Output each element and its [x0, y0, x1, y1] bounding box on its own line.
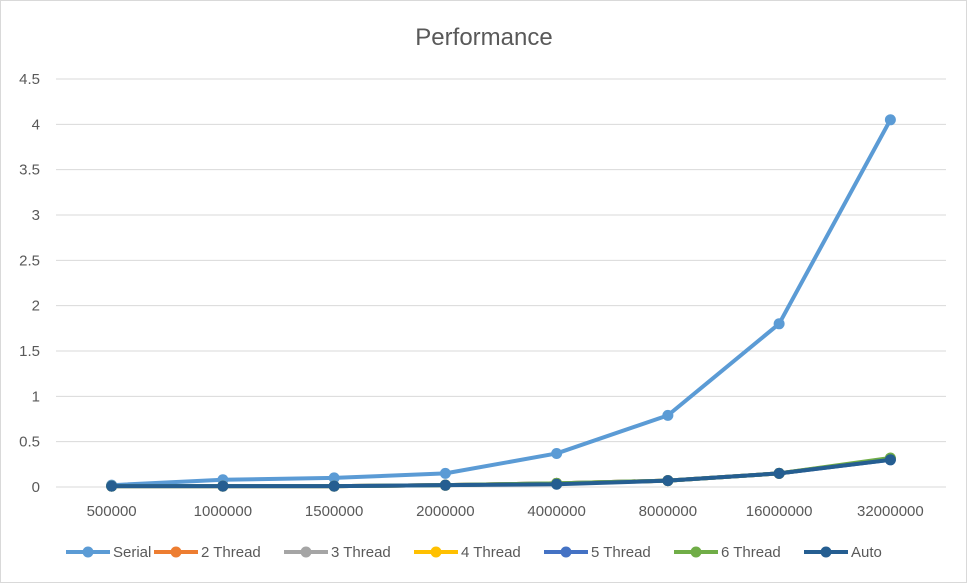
y-tick-label: 3.5: [19, 162, 40, 179]
data-point: [439, 467, 451, 479]
x-tick-label: 1000000: [194, 503, 252, 520]
x-axis-tick-labels: 500000 1000000 1500000 2000000 4000000 800000…: [87, 503, 924, 520]
data-point: [884, 454, 896, 466]
legend-label: 4 Thread: [461, 544, 521, 561]
legend: Serial 2 Thread 3 Thread 4 Thread 5 Thread 6 …: [66, 544, 882, 561]
x-tick-label: 1500000: [305, 503, 363, 520]
data-point: [551, 447, 563, 459]
x-tick-label: 16000000: [746, 503, 813, 520]
data-point: [662, 475, 674, 487]
y-tick-label: 2: [32, 298, 40, 315]
chart-title: Performance: [415, 24, 552, 51]
data-point: [217, 480, 229, 492]
x-tick-label: 500000: [87, 503, 137, 520]
data-point: [884, 114, 896, 126]
legend-item: Auto: [804, 544, 882, 561]
y-tick-label: 0: [32, 479, 40, 496]
legend-swatch-marker: [690, 546, 702, 558]
y-tick-label: 1.5: [19, 343, 40, 360]
y-axis-tick-labels: 0 0.5 1 1.5 2 2.5 3 3.5 4 4.5: [19, 71, 40, 496]
series-lines: [106, 114, 896, 492]
legend-item: 6 Thread: [674, 544, 781, 561]
legend-label: 2 Thread: [201, 544, 261, 561]
data-point: [773, 467, 785, 479]
y-tick-label: 4: [32, 116, 40, 133]
gridlines: [56, 78, 946, 488]
legend-swatch-marker: [82, 546, 94, 558]
legend-item: 4 Thread: [414, 544, 521, 561]
data-point: [551, 478, 563, 490]
x-tick-label: 8000000: [639, 503, 697, 520]
y-tick-label: 4.5: [19, 71, 40, 88]
legend-item: 3 Thread: [284, 544, 391, 561]
data-point: [328, 472, 340, 484]
legend-item: Serial: [66, 544, 151, 561]
legend-label: Serial: [113, 544, 151, 561]
data-point: [773, 318, 785, 330]
data-point: [662, 409, 674, 421]
data-point: [328, 480, 340, 492]
legend-label: 3 Thread: [331, 544, 391, 561]
x-tick-label: 4000000: [527, 503, 585, 520]
data-point: [439, 479, 451, 491]
legend-swatch-marker: [170, 546, 182, 558]
legend-item: 2 Thread: [154, 544, 261, 561]
series-line: [109, 117, 893, 488]
series-serial: [106, 114, 896, 491]
y-tick-label: 1: [32, 388, 40, 405]
data-point: [106, 480, 118, 492]
legend-item: 5 Thread: [544, 544, 651, 561]
legend-swatch-marker: [300, 546, 312, 558]
x-tick-label: 32000000: [857, 503, 924, 520]
x-tick-label: 2000000: [416, 503, 474, 520]
legend-label: 5 Thread: [591, 544, 651, 561]
y-tick-label: 3: [32, 207, 40, 224]
legend-swatch-marker: [820, 546, 832, 558]
legend-label: 6 Thread: [721, 544, 781, 561]
legend-swatch-marker: [430, 546, 442, 558]
series-auto: [106, 454, 896, 492]
legend-label: Auto: [851, 544, 882, 561]
series-line: [109, 457, 893, 489]
y-tick-label: 2.5: [19, 252, 40, 269]
y-tick-label: 0.5: [19, 434, 40, 451]
legend-swatch-marker: [560, 546, 572, 558]
